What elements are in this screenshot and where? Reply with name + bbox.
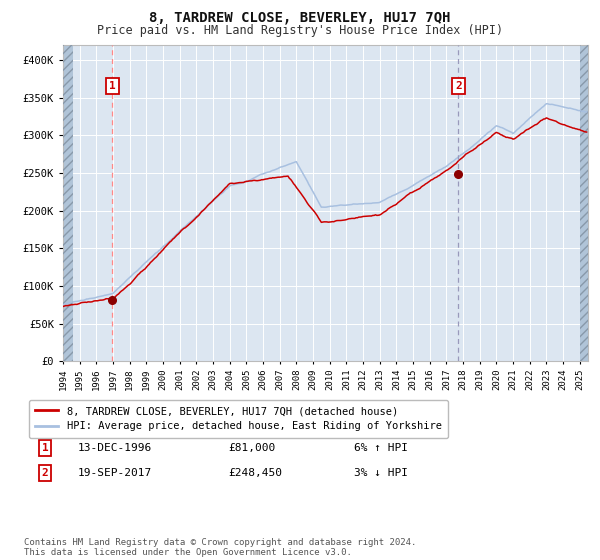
Text: 1: 1 xyxy=(41,443,49,453)
Text: 6% ↑ HPI: 6% ↑ HPI xyxy=(354,443,408,453)
Text: 2: 2 xyxy=(41,468,49,478)
Text: 19-SEP-2017: 19-SEP-2017 xyxy=(78,468,152,478)
Text: 1: 1 xyxy=(109,81,116,91)
Bar xyxy=(580,45,588,361)
Text: 13-DEC-1996: 13-DEC-1996 xyxy=(78,443,152,453)
Text: 8, TARDREW CLOSE, BEVERLEY, HU17 7QH: 8, TARDREW CLOSE, BEVERLEY, HU17 7QH xyxy=(149,11,451,25)
Text: £248,450: £248,450 xyxy=(228,468,282,478)
Text: 2: 2 xyxy=(455,81,462,91)
Legend: 8, TARDREW CLOSE, BEVERLEY, HU17 7QH (detached house), HPI: Average price, detac: 8, TARDREW CLOSE, BEVERLEY, HU17 7QH (de… xyxy=(29,400,448,438)
Text: Price paid vs. HM Land Registry's House Price Index (HPI): Price paid vs. HM Land Registry's House … xyxy=(97,24,503,36)
Bar xyxy=(63,45,73,361)
Bar xyxy=(580,45,588,361)
Text: 3% ↓ HPI: 3% ↓ HPI xyxy=(354,468,408,478)
Text: Contains HM Land Registry data © Crown copyright and database right 2024.
This d: Contains HM Land Registry data © Crown c… xyxy=(24,538,416,557)
Text: £81,000: £81,000 xyxy=(228,443,275,453)
Bar xyxy=(63,45,73,361)
